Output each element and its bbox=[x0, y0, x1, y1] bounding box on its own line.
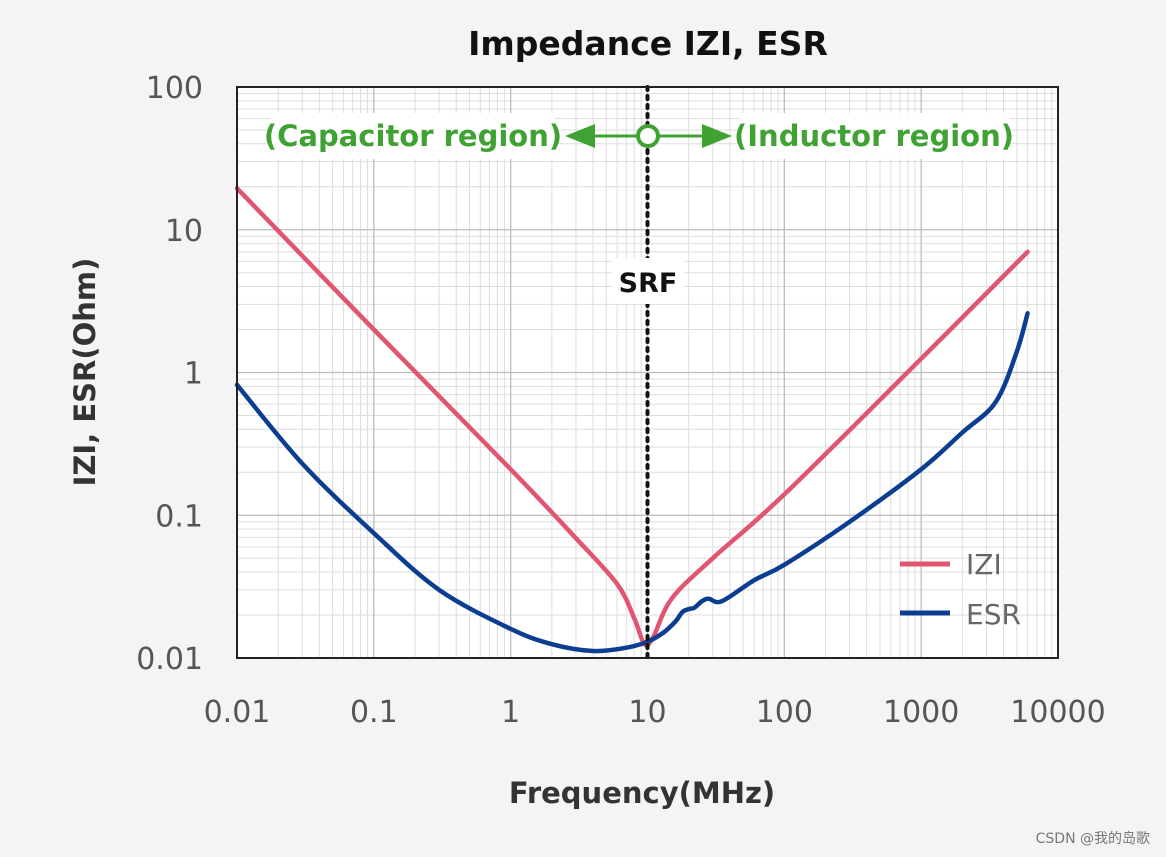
y-tick-label: 100 bbox=[146, 71, 203, 106]
x-tick-label: 0.1 bbox=[350, 695, 398, 730]
series-line-esr bbox=[234, 311, 1030, 654]
srf-label-bg bbox=[612, 258, 684, 304]
legend: IZI ESR bbox=[900, 548, 1021, 631]
y-axis-title: IZI, ESR(Ohm) bbox=[68, 258, 102, 487]
x-tick-labels: 0.01 0.1 1 10 100 1000 10000 bbox=[204, 695, 1106, 730]
y-tick-label: 10 bbox=[165, 214, 203, 249]
right-arrowhead-icon bbox=[702, 124, 732, 148]
plot-area bbox=[234, 85, 1059, 660]
x-tick-label: 1 bbox=[501, 695, 520, 730]
y-tick-label: 0.01 bbox=[136, 642, 203, 677]
series-layer bbox=[234, 186, 1030, 654]
srf-circle-marker bbox=[636, 124, 660, 148]
chart-title: Impedance IZI, ESR bbox=[468, 24, 828, 63]
inductor-region-bg bbox=[740, 113, 1010, 159]
y-tick-label: 0.1 bbox=[155, 499, 203, 534]
left-arrowhead-icon bbox=[565, 124, 595, 148]
x-tick-label: 0.01 bbox=[204, 695, 271, 730]
inductor-region-label: (Inductor region) bbox=[734, 119, 1014, 153]
legend-label-izi: IZI bbox=[966, 548, 1002, 581]
y-tick-labels: 100 10 1 0.1 0.01 bbox=[136, 71, 203, 677]
x-tick-label: 10000 bbox=[1010, 695, 1105, 730]
region-arrows bbox=[565, 124, 732, 148]
x-tick-label: 10 bbox=[628, 695, 666, 730]
x-tick-label: 1000 bbox=[883, 695, 959, 730]
plot-frame bbox=[236, 86, 1059, 659]
capacitor-region-label: (Capacitor region) bbox=[264, 119, 562, 153]
srf-label: SRF bbox=[619, 268, 678, 299]
x-axis-title: Frequency(MHz) bbox=[509, 776, 775, 810]
watermark: CSDN @我的岛歌 bbox=[1036, 831, 1150, 847]
x-tick-label: 100 bbox=[756, 695, 813, 730]
y-tick-label: 1 bbox=[184, 357, 203, 392]
capacitor-region-bg bbox=[270, 113, 555, 159]
legend-label-esr: ESR bbox=[966, 598, 1021, 631]
